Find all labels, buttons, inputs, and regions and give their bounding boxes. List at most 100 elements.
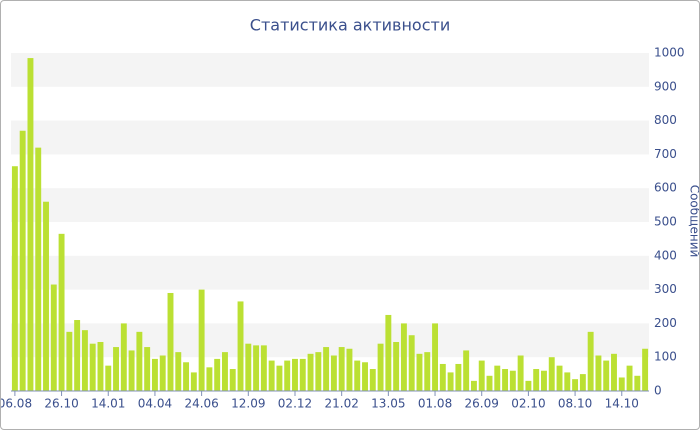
y-tick-label: 400	[654, 248, 677, 262]
y-tick-label: 700	[654, 147, 677, 161]
bar	[470, 380, 477, 391]
x-tick-label: 26.10	[44, 397, 78, 411]
bar	[424, 352, 431, 391]
x-tick-label: 14.10	[605, 397, 639, 411]
bar	[89, 343, 96, 391]
bar	[315, 352, 322, 391]
bar	[416, 353, 423, 391]
bar	[502, 369, 509, 391]
bar	[564, 372, 571, 391]
bar	[175, 352, 182, 391]
x-tick-label: 14.01	[91, 397, 125, 411]
y-tick-label: 300	[654, 282, 677, 296]
bar	[159, 355, 166, 391]
bar	[432, 323, 438, 391]
y-tick-label: 500	[654, 215, 677, 229]
bar	[151, 358, 158, 391]
x-tick-label: 04.04	[138, 397, 172, 411]
grid-band	[11, 120, 649, 155]
chart-title: Статистика активности	[250, 16, 450, 35]
bar	[222, 352, 228, 391]
bar	[284, 360, 291, 391]
y-axis-title: Сообщений	[688, 185, 700, 258]
bar	[167, 292, 174, 391]
bar	[214, 358, 221, 391]
bar	[494, 365, 501, 391]
bar	[50, 284, 57, 391]
grid-band	[11, 255, 649, 290]
bar	[626, 365, 633, 391]
x-tick-label: 26.09	[465, 397, 499, 411]
bar	[120, 323, 127, 391]
bar	[587, 331, 594, 391]
bar	[128, 350, 135, 391]
bar	[338, 347, 345, 391]
bar	[11, 166, 18, 391]
bar	[27, 58, 34, 391]
bar	[237, 301, 244, 391]
bar	[533, 369, 540, 391]
bar	[579, 374, 586, 391]
bar	[369, 369, 376, 391]
y-tick-label: 200	[654, 316, 677, 330]
bar	[276, 365, 283, 391]
bar	[478, 360, 485, 391]
bar	[144, 347, 151, 391]
y-tick-label: 100	[654, 350, 677, 364]
bar	[229, 369, 236, 391]
x-tick-label: 02.12	[278, 397, 312, 411]
bar	[292, 358, 298, 391]
bar	[634, 375, 641, 391]
bar	[307, 353, 314, 391]
bar	[113, 347, 119, 391]
bar	[611, 353, 617, 391]
y-tick-label: 1000	[654, 46, 685, 60]
bar	[74, 320, 81, 391]
bar	[43, 201, 49, 391]
bar	[642, 348, 649, 391]
bar	[408, 335, 415, 391]
y-tick-label: 800	[654, 113, 677, 127]
grid-band	[11, 188, 649, 222]
bar	[517, 355, 524, 391]
bar	[572, 379, 579, 391]
grid-band	[11, 323, 649, 358]
bar	[19, 130, 26, 392]
bar	[245, 343, 252, 391]
bar	[183, 362, 190, 391]
bar	[253, 345, 260, 391]
bar	[268, 360, 275, 391]
bar	[541, 370, 547, 391]
bar	[105, 365, 112, 391]
bar	[97, 341, 104, 391]
bar	[58, 233, 65, 391]
bar	[66, 331, 73, 391]
bar	[323, 347, 330, 391]
bar	[393, 341, 400, 391]
bar	[81, 330, 88, 391]
bar	[198, 289, 205, 391]
bar	[525, 380, 532, 391]
bar	[330, 355, 337, 391]
bar	[463, 350, 470, 391]
bar	[346, 348, 353, 391]
bar	[455, 363, 462, 391]
bar	[136, 331, 143, 391]
x-tick-label: 08.10	[558, 397, 592, 411]
bar	[385, 314, 392, 391]
bar	[206, 367, 213, 391]
bar	[486, 375, 493, 391]
x-tick-label: 06.08	[1, 397, 32, 411]
bar	[548, 357, 555, 391]
y-tick-label: 0	[654, 384, 662, 398]
y-tick-label: 600	[654, 181, 677, 195]
x-tick-label: 24.06	[184, 397, 218, 411]
bar	[354, 360, 361, 391]
bar	[190, 372, 197, 391]
bar	[35, 147, 42, 391]
x-tick-label: 01.08	[418, 397, 452, 411]
x-tick-label: 02.10	[511, 397, 545, 411]
bar	[603, 360, 610, 391]
bar	[556, 365, 563, 391]
